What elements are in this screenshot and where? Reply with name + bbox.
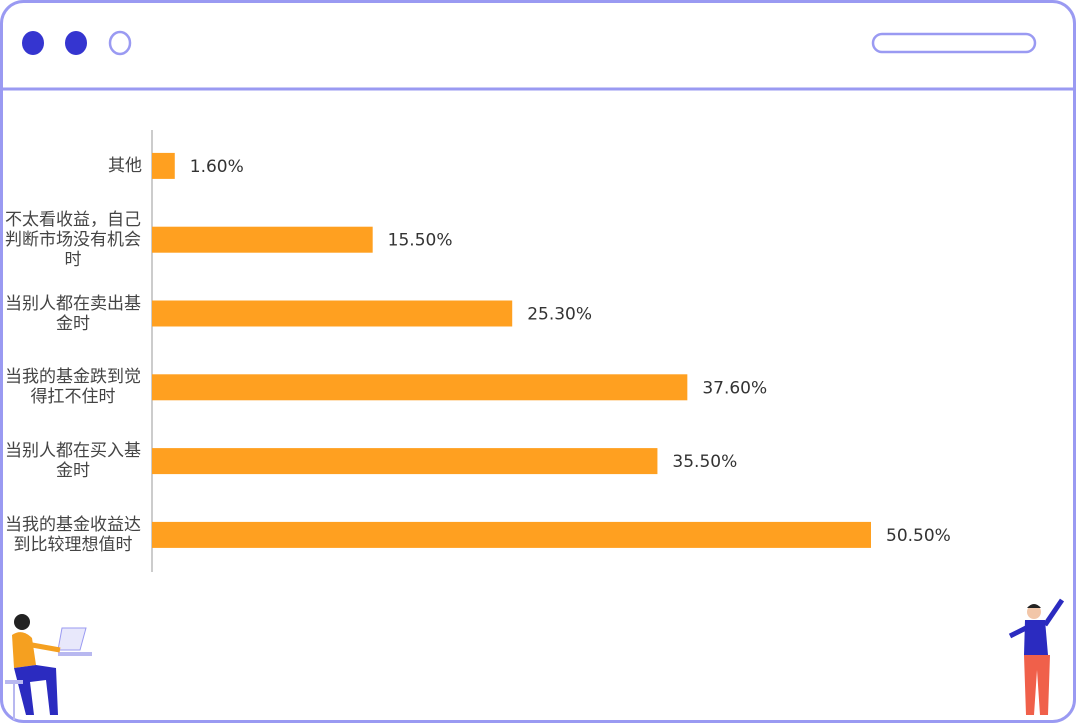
window-dot [65,31,87,55]
bar [152,448,658,475]
value-label: 15.50% [388,231,453,251]
window-dot [108,30,132,56]
address-bar [871,32,1037,54]
window-dot [22,31,44,55]
value-label: 37.60% [702,378,767,398]
bar [152,374,688,401]
category-label: 当我的基金跌到觉得扛不住时 [5,367,141,408]
category-label: 当别人都在买入基金时 [5,441,141,482]
category-label: 其他 [108,155,142,176]
bar [152,521,871,548]
value-label: 25.30% [527,305,592,325]
category-label: 当我的基金收益达到比较理想值时 [5,514,141,555]
bar [152,152,175,179]
bar [152,300,513,327]
value-label: 1.60% [190,157,244,177]
value-label: 50.50% [886,526,951,546]
category-label: 不太看收益，自己判断市场没有机会时 [5,209,141,270]
bar [152,226,373,253]
illustration-man [1008,598,1065,715]
category-label: 当别人都在卖出基金时 [5,293,141,334]
value-label: 35.50% [672,452,737,472]
illustration-woman [5,614,92,720]
